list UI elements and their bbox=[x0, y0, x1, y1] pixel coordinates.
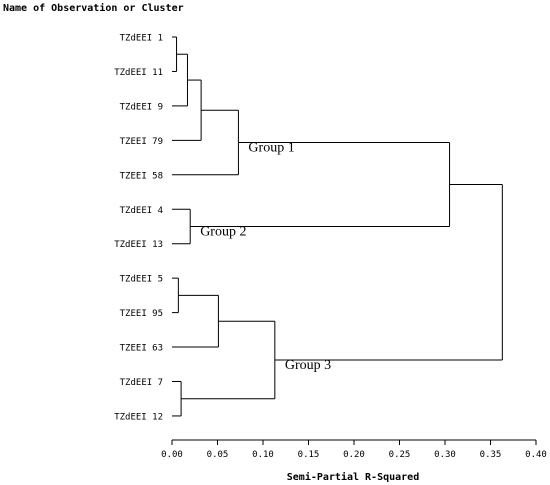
x-tick-label-0-25: 0.25 bbox=[389, 450, 411, 460]
leaf-label-tzeei-58: TZEEI 58 bbox=[120, 171, 163, 181]
group-label-group-3: Group 3 bbox=[285, 358, 331, 373]
x-tick-label-0-15: 0.15 bbox=[298, 450, 320, 460]
leaf-label-tzdeei-13: TZdEEI 13 bbox=[114, 240, 163, 250]
leaf-label-tzdeei-11: TZdEEI 11 bbox=[114, 68, 163, 78]
leaf-label-tzdeei-12: TZdEEI 12 bbox=[114, 412, 163, 422]
leaf-label-tzeei-63: TZEEI 63 bbox=[120, 344, 163, 354]
x-axis: 0.00 0.05 0.10 0.15 0.20 0.25 0.30 0.35 0.40 bbox=[161, 439, 547, 460]
group-label-group-2: Group 2 bbox=[200, 224, 246, 239]
x-axis-label: Semi-Partial R-Squared bbox=[287, 471, 419, 483]
leaf-label-tzdeei-1: TZdEEI 1 bbox=[120, 34, 163, 44]
x-tick-label-0-00: 0.00 bbox=[161, 450, 183, 460]
group-labels: Group 1 Group 2 Group 3 bbox=[200, 141, 331, 373]
leaf-labels: TZdEEI 1 TZdEEI 11 TZdEEI 9 TZEEI 79 TZEEI 5… bbox=[114, 34, 163, 423]
x-tick-label-0-10: 0.10 bbox=[252, 450, 274, 460]
x-tick-label-0-40: 0.40 bbox=[525, 450, 547, 460]
group-label-group-1: Group 1 bbox=[248, 141, 294, 156]
dendrogram-tree bbox=[172, 36, 503, 417]
leaf-label-tzeei-95: TZEEI 95 bbox=[120, 309, 163, 319]
x-tick-label-0-30: 0.30 bbox=[434, 450, 456, 460]
leaf-label-tzdeei-4: TZdEEI 4 bbox=[120, 206, 163, 216]
leaf-label-tzeei-79: TZEEI 79 bbox=[120, 137, 163, 147]
leaf-label-tzdeei-7: TZdEEI 7 bbox=[120, 378, 163, 388]
x-tick-label-0-05: 0.05 bbox=[207, 450, 229, 460]
leaf-label-tzdeei-5: TZdEEI 5 bbox=[120, 275, 163, 285]
x-tick-label-0-35: 0.35 bbox=[480, 450, 502, 460]
leaf-label-tzdeei-9: TZdEEI 9 bbox=[120, 102, 163, 112]
x-tick-label-0-20: 0.20 bbox=[343, 450, 365, 460]
chart-title: Name of Observation or Cluster bbox=[3, 2, 184, 14]
